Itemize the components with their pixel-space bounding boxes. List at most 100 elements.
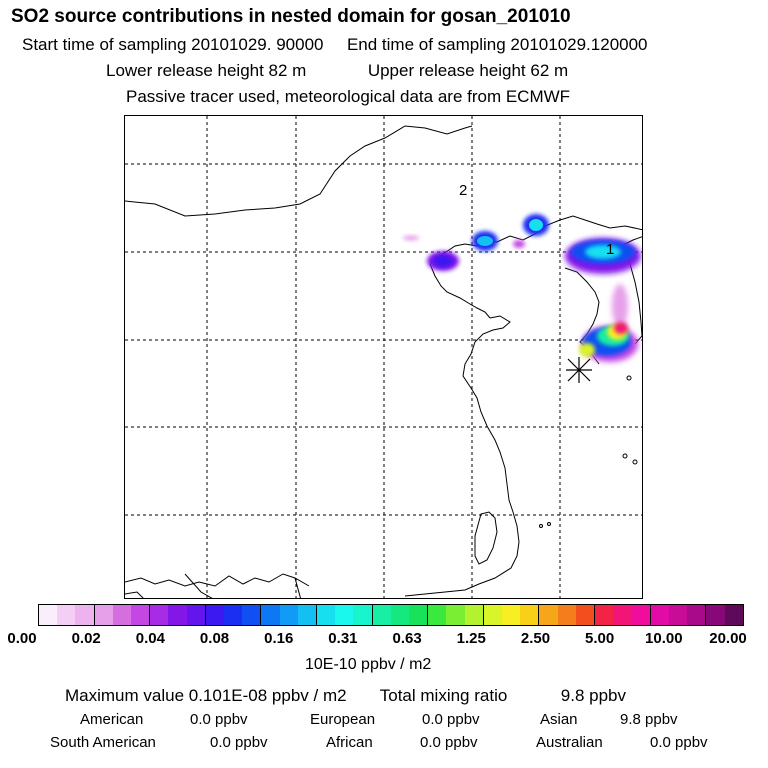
colorbar-tick-label: 20.00 (709, 630, 747, 647)
release-marker-2: 2 (459, 182, 467, 199)
colorbar-segment (353, 605, 373, 625)
region-name: South American (50, 734, 156, 751)
region-value: 0.0 ppbv (420, 734, 478, 751)
colorbar-segment (502, 605, 521, 625)
colorbar-segment (557, 605, 576, 625)
release-heights: Lower release height 82 m Upper release … (106, 61, 568, 81)
colorbar-segment (595, 605, 614, 625)
lower-release-height: Lower release height 82 m (106, 61, 307, 80)
colorbar-segment (39, 605, 58, 625)
release-marker-1: 1 (606, 241, 614, 258)
region-name: European (310, 711, 376, 728)
colorbar-tick-label: 0.16 (264, 630, 294, 647)
colorbar-tick-label: 5.00 (585, 630, 615, 647)
colorbar-segment (297, 605, 318, 625)
region-value: 0.0 ppbv (190, 711, 248, 728)
colorbar-tick-label: 1.25 (456, 630, 486, 647)
colorbar-segment (317, 605, 336, 625)
plume-korea-southwest (579, 343, 595, 357)
colorbar-segment (75, 605, 95, 625)
colorbar-segment (224, 605, 243, 625)
plume-korea-spine (612, 284, 628, 328)
region-value: 0.0 ppbv (210, 734, 268, 751)
colorbar-units: 10E-10 ppbv / m2 (305, 656, 432, 673)
upper-release-height: Upper release height 62 m (367, 61, 569, 80)
colorbar-segment (613, 605, 632, 625)
island-1 (626, 375, 632, 381)
colorbar-segment (520, 605, 540, 625)
region-value: 0.0 ppbv (650, 734, 708, 751)
colorbar-segment (279, 605, 298, 625)
region-name: Australian (536, 734, 603, 751)
vietnam-border (125, 573, 310, 587)
china-coast (429, 215, 642, 265)
end-time: End time of sampling 20101029.120000 (346, 35, 648, 54)
concentration-field (403, 214, 641, 362)
colorbar-segment (242, 605, 262, 625)
island-4 (539, 524, 543, 528)
coastlines (125, 125, 642, 598)
island-2 (622, 453, 628, 459)
colorbar-tick-label: 0.63 (392, 630, 422, 647)
colorbar-segment (205, 605, 225, 625)
plume-korea-south-hot (614, 322, 628, 334)
colorbar-segment (539, 605, 558, 625)
lat-lon-grid (125, 116, 642, 598)
plume-bohai-small (403, 235, 419, 241)
region-name: American (80, 711, 144, 728)
colorbar-segment (446, 605, 465, 625)
plume-west-core (433, 255, 453, 267)
receptor-asterisk-icon (566, 357, 592, 383)
colorbar-segment (687, 605, 707, 625)
colorbar-segment (186, 605, 206, 625)
max-value: Maximum value 0.101E-08 ppbv / m2 (65, 686, 347, 705)
colorbar-ticks: 0.00 0.02 0.04 0.08 0.16 0.31 0.63 1.25 2.50 5.00… (0, 630, 768, 650)
china-north-border (125, 125, 473, 217)
sampling-times: Start time of sampling 20101029. 90000 E… (22, 35, 648, 55)
colorbar-tick-label: 2.50 (520, 630, 551, 647)
colorbar-segment (668, 605, 688, 625)
colorbar-segment (57, 605, 76, 625)
colorbar-segment (131, 605, 151, 625)
start-time: Start time of sampling 20101029. 90000 (22, 35, 324, 54)
colorbar-segment (724, 605, 743, 625)
colorbar-tick-label: 10.00 (645, 630, 683, 647)
taiwan (474, 511, 498, 565)
colorbar-tick-label: 0.00 (7, 630, 37, 647)
plume-north-core (529, 219, 543, 231)
colorbar-segment (372, 605, 391, 625)
interior-border-1 (184, 573, 213, 598)
region-name: African (326, 734, 373, 751)
summary-line: Maximum value 0.101E-08 ppbv / m2 Total … (65, 686, 626, 706)
total-mixing-label: Total mixing ratio (379, 686, 508, 705)
colorbar-segment (706, 605, 725, 625)
colorbar-segment (150, 605, 169, 625)
total-mixing-value: 9.8 ppbv (560, 686, 627, 705)
colorbar-tick-label: 0.08 (199, 630, 230, 647)
bohai-coast (429, 263, 491, 319)
colorbar-segment (94, 605, 113, 625)
plume-korea-north-core (585, 245, 621, 259)
colorbar-segment (631, 605, 651, 625)
colorbar-tick-label: 0.02 (71, 630, 101, 647)
island-5 (547, 522, 551, 526)
plot-title: SO2 source contributions in nested domai… (11, 6, 571, 27)
shandong (404, 315, 520, 597)
colorbar-segment (168, 605, 187, 625)
colorbar-segment (335, 605, 354, 625)
colorbar-segment (409, 605, 429, 625)
plume-liaodong-core (477, 236, 493, 246)
hainan (125, 591, 144, 598)
map-panel: 2 1 (124, 115, 643, 599)
tracer-note: Passive tracer used, meteorological data… (126, 87, 571, 106)
region-value: 9.8 ppbv (620, 711, 678, 728)
colorbar (38, 604, 744, 626)
colorbar-segment (428, 605, 447, 625)
colorbar-segment (650, 605, 669, 625)
island-3 (632, 459, 638, 465)
colorbar-tick-label: 0.04 (135, 630, 165, 647)
colorbar-segment (483, 605, 503, 625)
region-value: 0.0 ppbv (422, 711, 480, 728)
colorbar-segment (112, 605, 132, 625)
colorbar-segment (464, 605, 484, 625)
